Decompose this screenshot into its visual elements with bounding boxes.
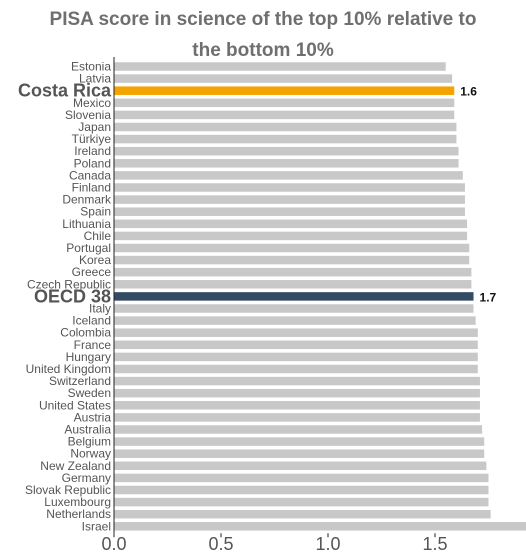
chart-title-line-2: the bottom 10% xyxy=(192,40,334,61)
category-label-netherlands: Netherlands xyxy=(46,507,111,521)
category-label-spain: Spain xyxy=(80,205,111,219)
category-label-australia: Australia xyxy=(64,423,111,437)
bar-finland xyxy=(114,183,465,192)
category-label-switzerland: Switzerland xyxy=(49,374,111,388)
chart-title: PISA score in science of the top 10% rel… xyxy=(0,4,526,66)
bar-luxembourg xyxy=(114,497,489,507)
x-tick-label-1-5: 1.5 xyxy=(422,534,447,554)
bar-belgium xyxy=(114,437,485,446)
category-label-germany: Germany xyxy=(62,471,111,485)
bar-latvia xyxy=(114,74,453,83)
category-label-slovak-republic: Slovak Republic xyxy=(25,483,111,497)
bar-ireland xyxy=(114,146,459,156)
bar-canada xyxy=(114,171,463,180)
bar-switzerland xyxy=(114,376,480,386)
category-label-poland: Poland xyxy=(74,156,111,170)
bar-slovenia xyxy=(114,110,455,120)
category-label-lithuania: Lithuania xyxy=(62,217,111,231)
category-label-italy: Italy xyxy=(89,302,111,316)
category-label-czech-republic: Czech Republic xyxy=(27,277,111,291)
category-label-hungary: Hungary xyxy=(66,350,111,364)
category-label-colombia: Colombia xyxy=(60,326,111,340)
bar-t-rkiye xyxy=(114,134,457,144)
category-label-korea: Korea xyxy=(79,253,111,267)
bar-lithuania xyxy=(114,219,468,229)
category-label-japan: Japan xyxy=(78,120,111,134)
category-label-belgium: Belgium xyxy=(68,435,111,449)
category-label-france: France xyxy=(74,338,112,352)
category-label-costa-rica: Costa Rica xyxy=(18,81,112,101)
x-tick-label-0-0: 0.0 xyxy=(101,534,126,554)
category-label-t-rkiye: Türkiye xyxy=(72,132,112,146)
bar-greece xyxy=(114,267,472,277)
category-label-sweden: Sweden xyxy=(68,386,111,400)
bar-japan xyxy=(114,122,457,132)
bar-israel xyxy=(114,522,526,531)
bar-denmark xyxy=(114,195,465,204)
bar-chile xyxy=(114,231,468,241)
category-label-luxembourg: Luxembourg xyxy=(44,495,111,509)
bar-sweden xyxy=(114,388,480,398)
bar-united-states xyxy=(114,401,480,410)
bar-portugal xyxy=(114,243,470,253)
category-label-oecd-38: OECD 38 xyxy=(34,286,111,306)
x-tick-label-0-5: 0.5 xyxy=(208,534,233,554)
bar-poland xyxy=(114,159,459,168)
category-label-mexico: Mexico xyxy=(73,96,111,110)
category-label-israel: Israel xyxy=(82,519,111,533)
bar-netherlands xyxy=(114,509,491,519)
value-label-oecd-38: 1.7 xyxy=(480,290,497,304)
bar-hungary xyxy=(114,352,478,362)
category-label-iceland: Iceland xyxy=(72,314,111,328)
bar-slovak-republic xyxy=(114,485,489,495)
bar-costa-rica xyxy=(114,86,455,95)
bar-spain xyxy=(114,207,465,216)
bar-estonia xyxy=(114,62,446,71)
category-label-finland: Finland xyxy=(72,181,111,195)
bar-iceland xyxy=(114,316,476,325)
category-label-united-kingdom: United Kingdom xyxy=(26,362,111,376)
bar-norway xyxy=(114,449,485,458)
value-label-costa-rica: 1.6 xyxy=(460,85,477,99)
bar-mexico xyxy=(114,98,455,108)
category-label-ireland: Ireland xyxy=(74,144,111,158)
bar-germany xyxy=(114,473,489,483)
bar-new-zealand xyxy=(114,461,487,471)
category-label-chile: Chile xyxy=(84,229,112,243)
category-label-austria: Austria xyxy=(74,410,112,424)
bar-australia xyxy=(114,425,483,434)
category-label-new-zealand: New Zealand xyxy=(40,459,111,473)
category-label-portugal: Portugal xyxy=(66,241,111,255)
bar-france xyxy=(114,340,478,350)
chart-title-line-1: PISA score in science of the top 10% rel… xyxy=(49,9,477,30)
category-label-greece: Greece xyxy=(72,265,112,279)
bar-italy xyxy=(114,304,474,313)
category-label-norway: Norway xyxy=(70,447,111,461)
x-tick-label-1-0: 1.0 xyxy=(315,534,340,554)
category-label-estonia: Estonia xyxy=(71,60,111,74)
bar-oecd-38 xyxy=(114,292,474,301)
category-label-united-states: United States xyxy=(39,398,111,412)
bar-united-kingdom xyxy=(114,364,478,374)
bar-austria xyxy=(114,413,480,422)
bar-colombia xyxy=(114,328,478,337)
category-label-denmark: Denmark xyxy=(62,193,112,207)
category-label-latvia: Latvia xyxy=(79,72,111,86)
category-label-slovenia: Slovenia xyxy=(65,108,111,122)
category-label-canada: Canada xyxy=(69,168,111,182)
bar-korea xyxy=(114,255,470,265)
bar-czech-republic xyxy=(114,280,472,289)
